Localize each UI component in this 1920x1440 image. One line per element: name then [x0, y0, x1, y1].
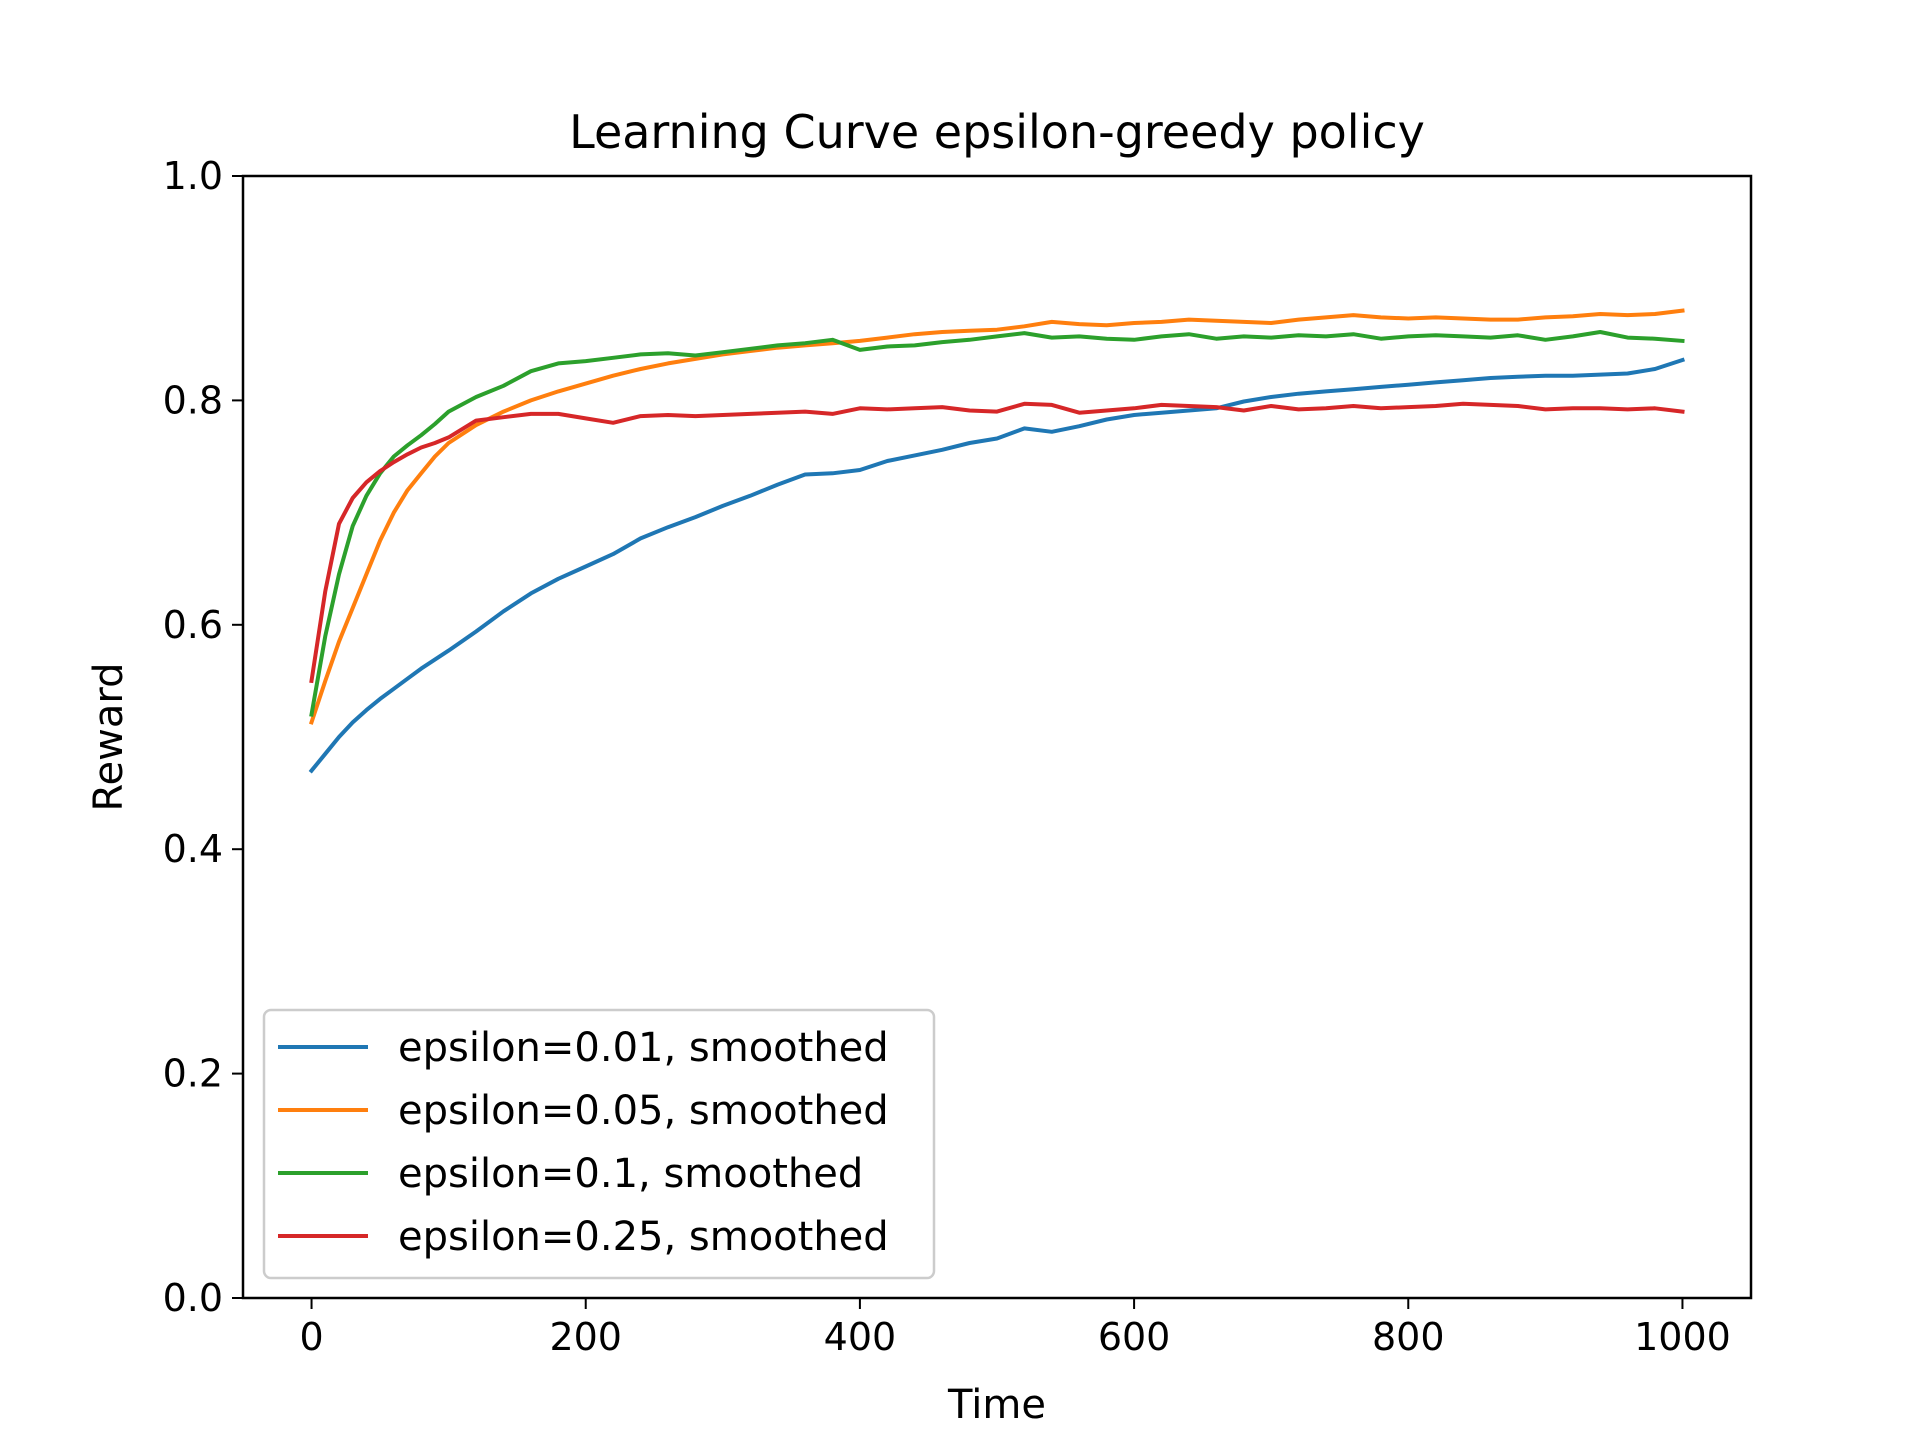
series-line-2	[308, 308, 1685, 725]
y-tick-label: 1.0	[163, 154, 223, 198]
y-tick-label: 0.4	[163, 827, 223, 871]
x-tick-label: 400	[824, 1315, 897, 1359]
y-axis-label: Reward	[86, 663, 132, 812]
plot-frame	[241, 174, 1753, 1300]
x-tick-label: 200	[549, 1315, 622, 1359]
chart-title: Learning Curve epsilon-greedy policy	[569, 105, 1425, 159]
series-line-4	[309, 401, 1685, 684]
series-line-1	[308, 357, 1686, 774]
y-tick-label: 0.2	[163, 1052, 223, 1096]
x-axis-label: Time	[947, 1382, 1046, 1428]
y-axis: 0.0 0.2 0.4 0.6 0.8 1.0	[163, 154, 243, 1320]
x-tick-label: 1000	[1634, 1315, 1731, 1359]
series-line-3	[309, 330, 1685, 717]
x-axis: 0 200 400 600 800 1000	[299, 1298, 1731, 1359]
legend-box	[262, 1008, 936, 1280]
x-tick-label: 0	[299, 1315, 323, 1359]
legend-label-4: epsilon=0.25, smoothed	[398, 1214, 889, 1260]
x-tick-label: 600	[1098, 1315, 1171, 1359]
y-tick-label: 0.8	[163, 378, 223, 422]
legend-label-3: epsilon=0.1, smoothed	[398, 1151, 863, 1197]
y-tick-label: 0.0	[163, 1276, 223, 1320]
legend-label-1: epsilon=0.01, smoothed	[398, 1025, 889, 1071]
legend-label-2: epsilon=0.05, smoothed	[398, 1088, 889, 1134]
x-tick-label: 800	[1372, 1315, 1445, 1359]
y-tick-label: 0.6	[163, 603, 223, 647]
series-layer	[308, 308, 1686, 774]
legend: epsilon=0.01, smoothed epsilon=0.05, smoo…	[262, 1008, 936, 1280]
